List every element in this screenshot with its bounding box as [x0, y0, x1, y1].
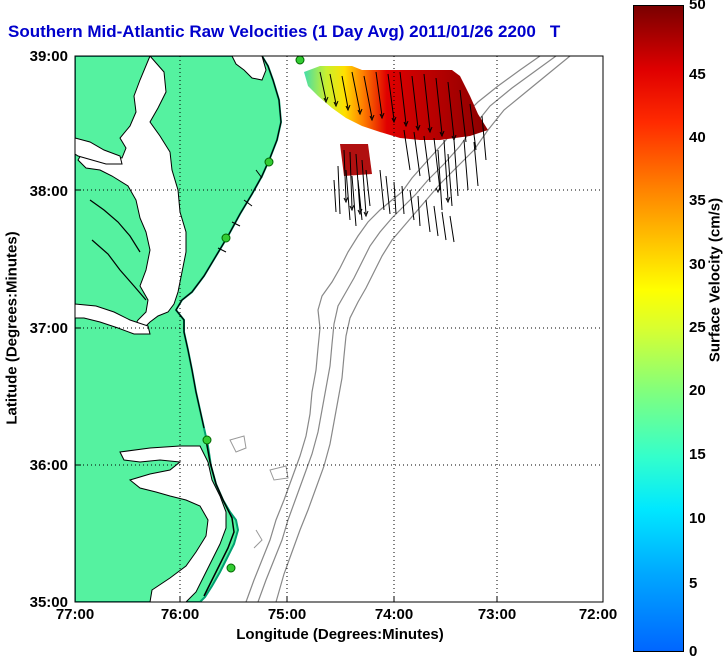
- y-tick-label: 37:00: [29, 320, 68, 337]
- potomac-river: [75, 137, 123, 165]
- station-marker: [264, 157, 274, 167]
- title-text: Southern Mid-Atlantic Raw Velocities (1 …: [8, 22, 536, 41]
- y-tick-label: 35:00: [29, 594, 68, 611]
- y-tick-label: 38:00: [29, 183, 68, 200]
- y-tick-label: 39:00: [29, 48, 68, 65]
- x-tick-label: 75:00: [267, 606, 307, 623]
- bathymetry-contour-1: [245, 56, 541, 602]
- colorbar-tick-label: 15: [689, 446, 706, 463]
- station-marker: [202, 435, 212, 445]
- x-tick-label: 73:00: [477, 606, 517, 623]
- colorbar-tick-label: 25: [689, 319, 706, 336]
- velocity-field-north: [304, 66, 488, 140]
- x-tick-label: 76:00: [160, 606, 200, 623]
- y-axis-label: Latitude (Degrees:Minutes): [3, 231, 21, 425]
- chart-title: Southern Mid-Atlantic Raw Velocities (1 …: [8, 22, 560, 42]
- x-tick-label: 72:00: [578, 606, 618, 623]
- albemarle-pamlico-sound: [119, 445, 227, 602]
- delmarva-inlets: [217, 169, 263, 253]
- colorbar-tick-label: 45: [689, 66, 706, 83]
- current-vectors: [319, 71, 487, 243]
- plot-frame: [74, 55, 604, 603]
- x-tick-label: 74:00: [374, 606, 414, 623]
- y-tick-label: 36:00: [29, 457, 68, 474]
- colorbar-tick-label: 30: [689, 256, 706, 273]
- colorbar-tick-label: 10: [689, 510, 706, 527]
- land-mass: [75, 56, 283, 602]
- rappahannock-river: [89, 199, 147, 301]
- axis-tick-marks: [75, 189, 498, 602]
- colorbar: [633, 5, 684, 652]
- james-river: [75, 303, 151, 335]
- colorbar-tick-label: 40: [689, 129, 706, 146]
- grid-lines: [75, 56, 603, 602]
- station-marker: [221, 233, 231, 243]
- x-axis-label: Longitude (Degrees:Minutes): [236, 626, 444, 643]
- bathymetry-contour-2: [257, 56, 557, 602]
- colorbar-tick-label: 20: [689, 382, 706, 399]
- colorbar-tick-label: 35: [689, 192, 706, 209]
- station-marker: [226, 563, 236, 573]
- title-suffix: T: [549, 22, 561, 41]
- outer-banks: [203, 439, 235, 597]
- x-tick-label: 77:00: [55, 606, 95, 623]
- coastline: [175, 56, 282, 429]
- colorbar-tick-label: 5: [689, 575, 698, 592]
- bathymetry-contour-3: [275, 56, 571, 602]
- colorbar-label: Surface Velocity (cm/s): [706, 197, 724, 363]
- colorbar-tick-label: 50: [689, 0, 706, 13]
- colorbar-tick-label: 0: [689, 643, 698, 660]
- station-marker: [295, 56, 305, 65]
- delaware-bay: [231, 56, 267, 81]
- bathymetry-shelf-wiggle: [229, 435, 289, 549]
- radar-stations: [202, 56, 305, 573]
